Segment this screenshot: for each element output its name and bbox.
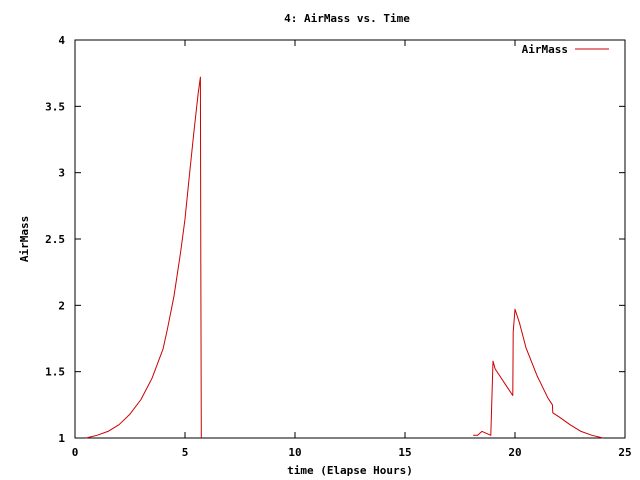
- y-axis: 1 1.5 2 2.5 3 3.5 4: [45, 34, 625, 445]
- x-tick-label: 25: [618, 446, 631, 459]
- y-tick-label: 1: [58, 432, 65, 445]
- y-tick-label: 2: [58, 299, 65, 312]
- x-tick-label: 10: [288, 446, 301, 459]
- series-line-airmass: [85, 76, 202, 439]
- y-tick-label: 1.5: [45, 366, 65, 379]
- x-axis: 0 5 10 15 20 25: [72, 40, 632, 459]
- chart-title: 4: AirMass vs. Time: [284, 12, 410, 25]
- y-axis-label: AirMass: [18, 216, 31, 262]
- x-tick-label: 20: [508, 446, 521, 459]
- y-tick-label: 3: [58, 167, 65, 180]
- y-tick-label: 4: [58, 34, 65, 47]
- y-tick-label: 2.5: [45, 233, 65, 246]
- y-tick-label: 3.5: [45, 100, 65, 113]
- series-layer: [85, 76, 604, 439]
- x-tick-label: 5: [182, 446, 189, 459]
- x-tick-label: 0: [72, 446, 79, 459]
- x-axis-label: time (Elapse Hours): [287, 464, 413, 477]
- series-line-airmass: [473, 308, 604, 439]
- x-tick-label: 15: [398, 446, 411, 459]
- legend: AirMass: [522, 43, 609, 56]
- legend-label: AirMass: [522, 43, 568, 56]
